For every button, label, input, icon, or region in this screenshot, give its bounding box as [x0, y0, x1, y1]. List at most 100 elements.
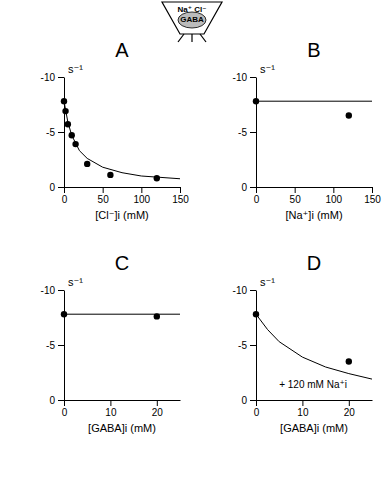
y-tick-mark [250, 345, 256, 346]
x-tick: 10 [297, 400, 309, 418]
inset-label: Na⁺ Cl⁻ [178, 5, 207, 14]
x-tick: 50 [290, 187, 302, 205]
x-tick-mark [295, 187, 296, 193]
y-axis-line [64, 291, 65, 401]
x-tick: 10 [105, 400, 117, 418]
x-axis: 0 10 20 [254, 400, 373, 418]
flow-arrow [178, 34, 184, 42]
y-axis: -10 -5 0 [41, 72, 65, 193]
x-tick-label: 20 [344, 407, 356, 418]
y-tick-label: -5 [238, 127, 247, 138]
x-tick: 0 [254, 187, 260, 205]
y-tick-label: -10 [41, 285, 56, 296]
pipette-outline [162, 2, 222, 34]
x-tick-mark [141, 187, 142, 193]
y-tick-mark [250, 132, 256, 133]
y-tick-mark [58, 187, 64, 188]
x-tick-mark [333, 187, 334, 193]
y-tick-mark [250, 77, 256, 78]
y-tick-label: 0 [241, 182, 247, 193]
pipette-icon: Na⁺ Cl⁻GABA [162, 2, 222, 42]
plot-area [61, 311, 180, 320]
panel-title: C [115, 252, 129, 274]
y-tick-label: -5 [46, 340, 55, 351]
y-tick: -5 [46, 340, 64, 351]
panel-title: A [115, 39, 129, 61]
x-tick-label: 0 [254, 194, 260, 205]
fit-line [256, 101, 372, 102]
y-tick-mark [250, 290, 256, 291]
data-point [346, 112, 352, 118]
x-tick: 100 [133, 187, 150, 205]
y-tick-mark [250, 187, 256, 188]
x-tick: 100 [325, 187, 342, 205]
plot-area [61, 98, 180, 181]
x-tick-label: 100 [325, 194, 342, 205]
x-tick: 20 [344, 400, 356, 418]
inset-label: GABA [180, 15, 204, 24]
y-tick: -5 [238, 340, 256, 351]
x-tick-mark [110, 400, 111, 406]
x-tick-label: 10 [105, 407, 117, 418]
x-tick-label: 150 [364, 194, 381, 205]
x-tick-mark [349, 400, 350, 406]
y-tick-label: -5 [238, 340, 247, 351]
x-tick-mark [64, 187, 65, 193]
y-axis-line [256, 291, 257, 401]
y-tick-label: -10 [233, 72, 248, 83]
y-tick: 0 [241, 395, 256, 406]
y-tick-label: 0 [49, 182, 55, 193]
x-tick-mark [180, 187, 181, 193]
x-tick-mark [302, 400, 303, 406]
x-axis-line [65, 400, 181, 401]
y-tick: -5 [238, 127, 256, 138]
panel-title: D [307, 252, 321, 274]
x-tick-label: 0 [254, 407, 260, 418]
x-axis: 01020 [62, 400, 181, 418]
x-tick-label: 50 [98, 194, 110, 205]
y-tick-label: -5 [46, 127, 55, 138]
x-tick: 0 [62, 187, 68, 205]
x-axis: 050100150 [62, 187, 190, 205]
x-tick-mark [256, 187, 257, 193]
panel: Ds⁻¹ -10 -5 00 10 20 [GABA]i (mM) + 120 mM Na⁺i [233, 252, 373, 434]
annotation: + 120 mM Na⁺i [279, 379, 347, 390]
fit-line [64, 314, 180, 315]
y-tick: 0 [49, 395, 64, 406]
panel-title: B [307, 39, 320, 61]
x-axis: 0 50 100 150 [254, 187, 382, 205]
y-axis-line [256, 78, 257, 188]
y-tick: -10 [233, 285, 256, 296]
x-axis-line [257, 187, 373, 188]
x-tick-label: 100 [133, 194, 150, 205]
flow-arrow [200, 34, 206, 42]
y-axis-label: s⁻¹ [260, 276, 275, 288]
y-axis: -10 -5 0 [233, 72, 257, 193]
x-tick-mark [157, 400, 158, 406]
x-tick: 0 [254, 400, 260, 418]
y-tick-mark [58, 345, 64, 346]
patch-membrane [178, 12, 206, 28]
y-tick-label: 0 [49, 395, 55, 406]
x-tick: 20 [152, 400, 164, 418]
plot-area [253, 98, 372, 119]
y-tick: -10 [41, 285, 64, 296]
x-tick-mark [256, 400, 257, 406]
y-axis-label: s⁻¹ [68, 63, 83, 75]
y-tick: -5 [46, 127, 64, 138]
x-axis-label: [Na⁺]i (mM) [285, 209, 342, 221]
x-axis-label: [GABA]i (mM) [280, 422, 348, 434]
data-point [346, 358, 352, 364]
y-tick-mark [58, 290, 64, 291]
y-tick-mark [250, 400, 256, 401]
y-tick-label: -10 [41, 72, 56, 83]
x-tick-label: 10 [297, 407, 309, 418]
y-axis-line [64, 78, 65, 188]
data-point [84, 161, 90, 167]
x-tick-label: 20 [152, 407, 164, 418]
x-tick-mark [103, 187, 104, 193]
y-tick: 0 [49, 182, 64, 193]
x-axis-line [257, 400, 373, 401]
y-axis: -10 -5 0 [41, 285, 65, 406]
data-point [154, 175, 160, 181]
